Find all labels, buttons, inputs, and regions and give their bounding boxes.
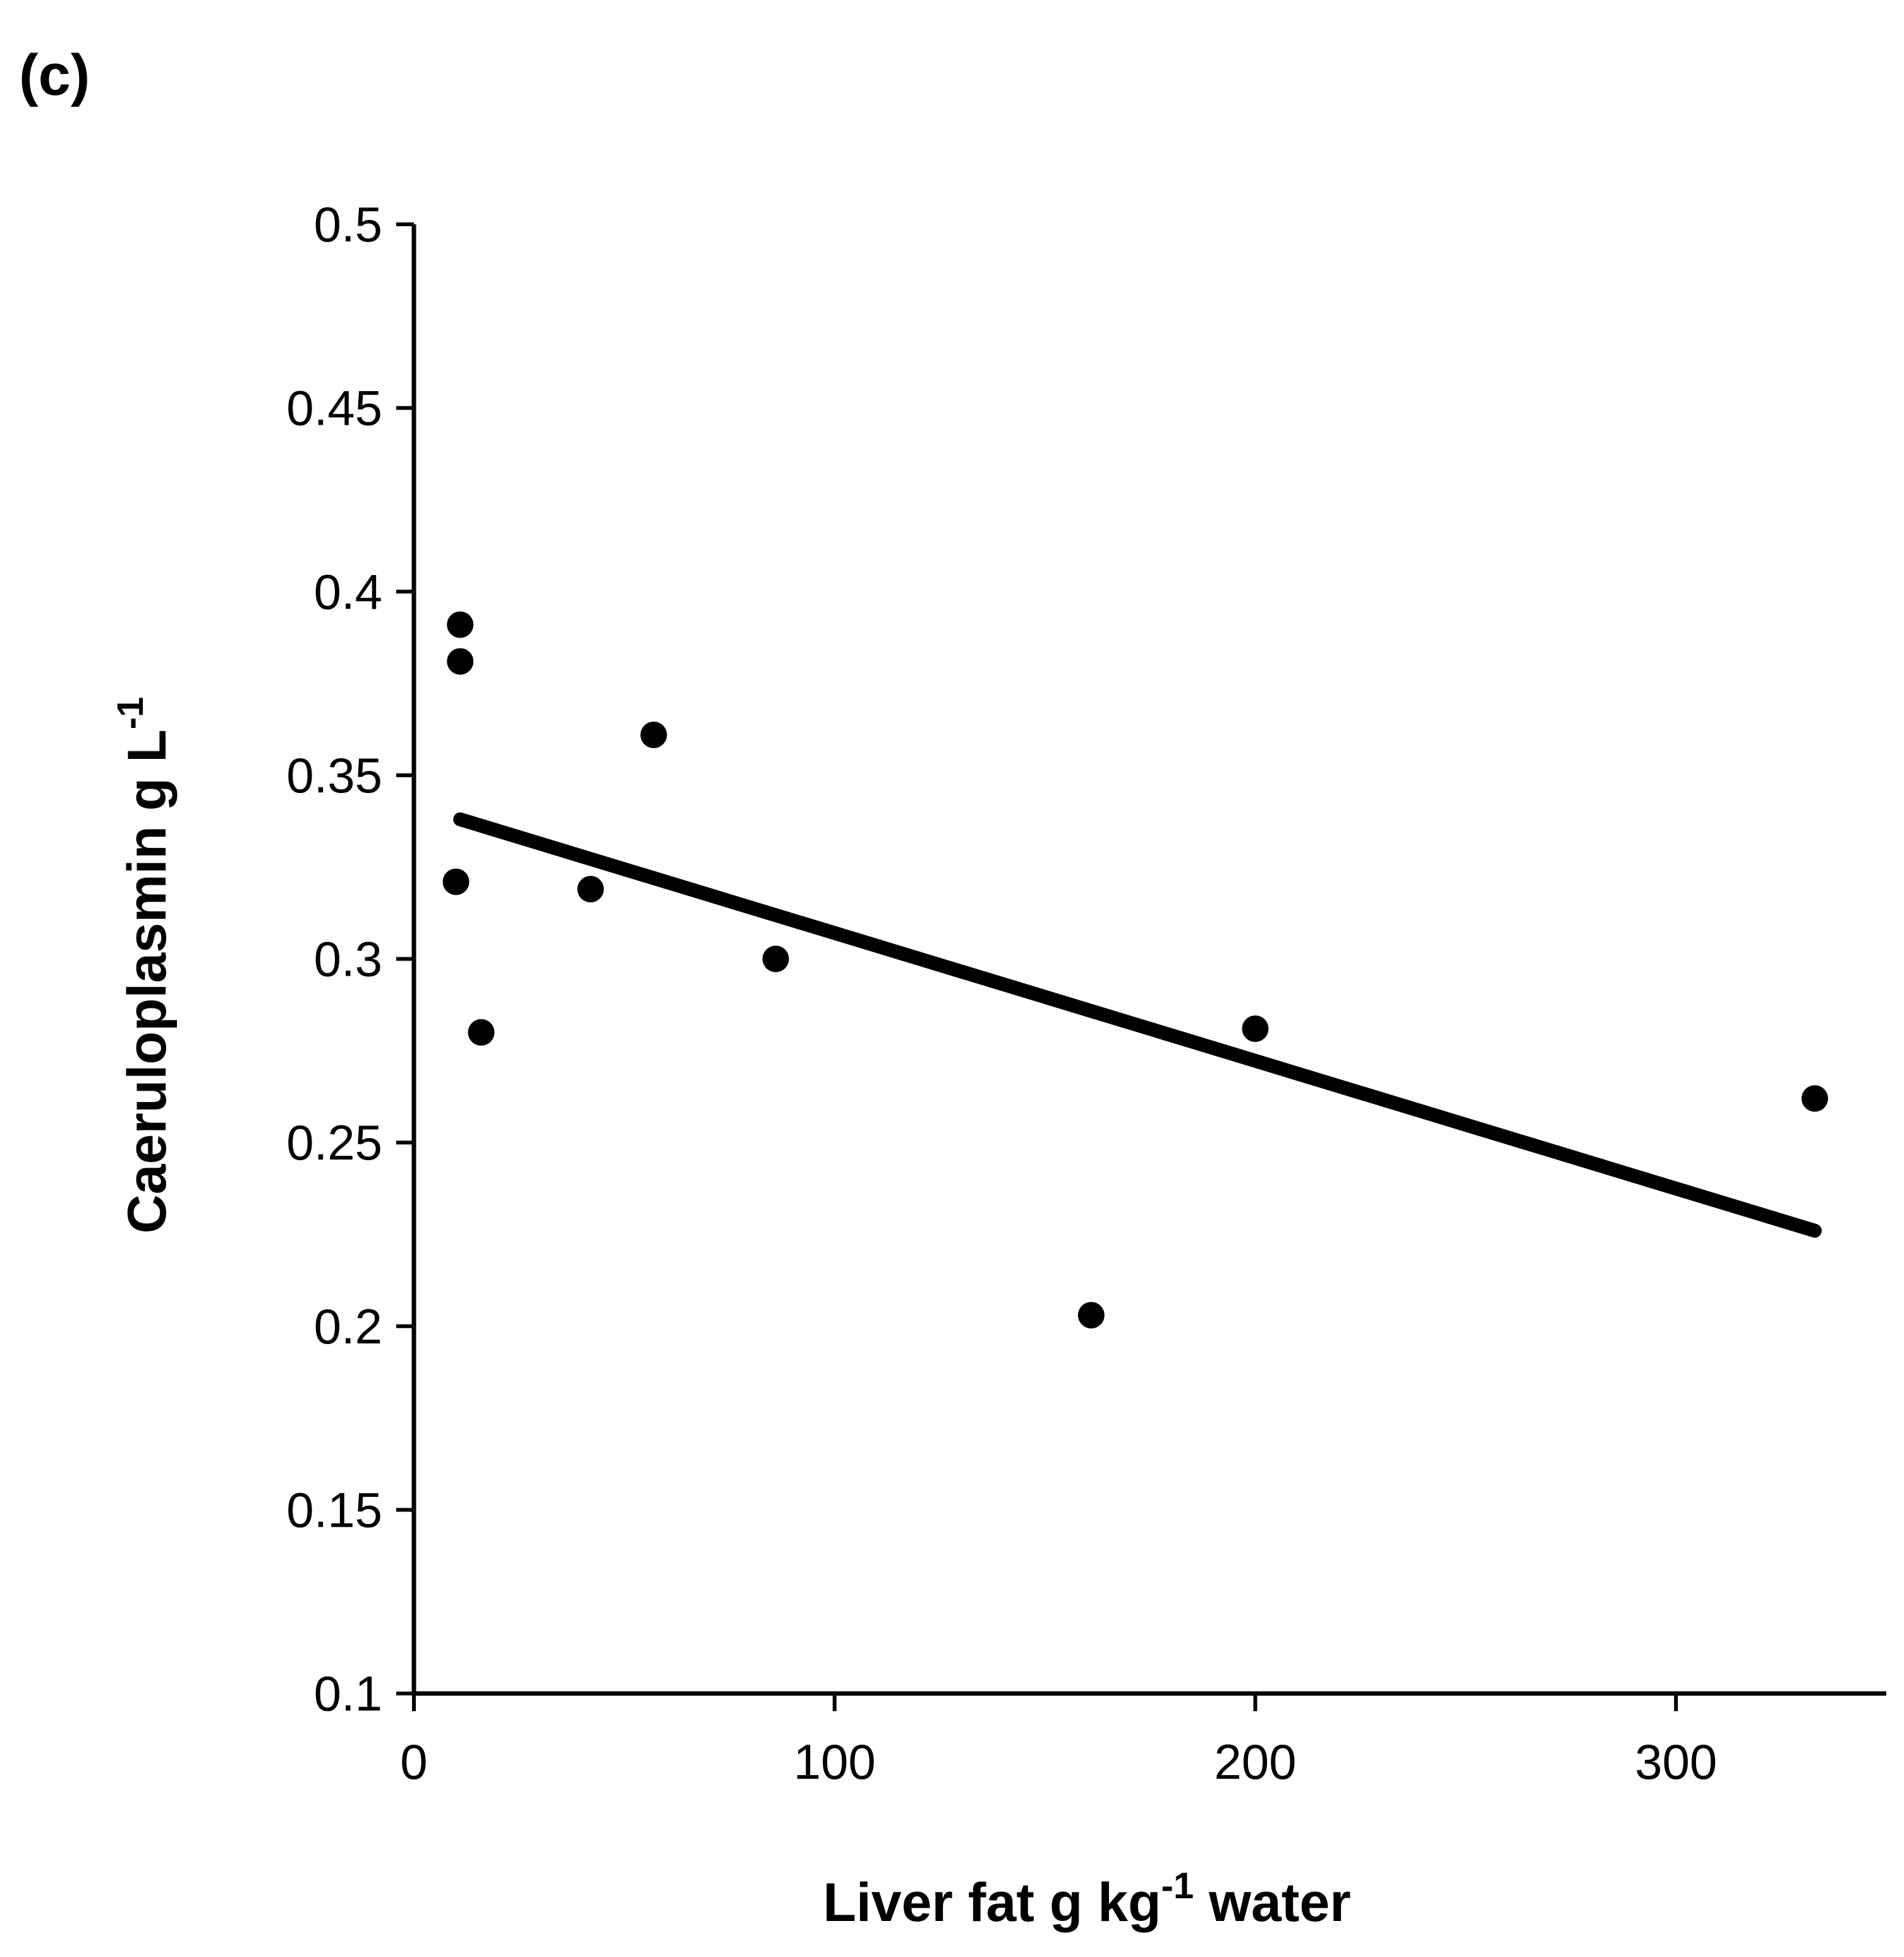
y-tick-label: 0.15 xyxy=(286,1482,382,1537)
y-ticks: 0.1 0.15 0.2 0.25 0.3 0.35 0.4 0.45 0.5 xyxy=(286,197,414,1721)
y-axis-title-superscript: -1 xyxy=(110,697,151,730)
x-tick-label: 100 xyxy=(794,1734,876,1790)
x-axis-title-tail: water xyxy=(1194,1872,1351,1933)
panel-label: (c) xyxy=(19,43,90,107)
y-tick-label: 0.45 xyxy=(286,380,382,436)
data-point xyxy=(1077,1302,1105,1329)
data-point xyxy=(640,721,667,748)
x-axis-title: Liver fat g kg-1 water xyxy=(823,1865,1350,1933)
data-point xyxy=(442,868,470,895)
data-points xyxy=(442,611,1828,1329)
data-point xyxy=(577,876,604,903)
y-tick-label: 0.25 xyxy=(286,1115,382,1170)
y-axis-title-main: Caeruloplasmin g L xyxy=(117,729,178,1233)
x-axis-title-main: Liver fat g kg xyxy=(823,1872,1161,1933)
data-point xyxy=(1801,1085,1828,1112)
data-point xyxy=(1242,1015,1269,1042)
y-tick-label: 0.2 xyxy=(314,1299,382,1354)
trendline xyxy=(453,812,1822,1238)
y-tick-label: 0.5 xyxy=(314,197,382,252)
data-point xyxy=(447,611,474,638)
x-tick-label: 300 xyxy=(1635,1734,1717,1790)
x-ticks: 0 100 200 300 xyxy=(400,1693,1717,1790)
data-point xyxy=(762,945,789,972)
y-tick-label: 0.3 xyxy=(314,931,382,987)
y-tick-label: 0.1 xyxy=(314,1666,382,1721)
x-tick-label: 200 xyxy=(1214,1734,1296,1790)
data-point xyxy=(447,648,474,675)
x-tick-label: 0 xyxy=(400,1734,427,1790)
y-tick-label: 0.35 xyxy=(286,748,382,803)
y-tick-label: 0.4 xyxy=(314,564,382,619)
y-axis-title: Caeruloplasmin g L-1 xyxy=(110,697,178,1234)
data-point xyxy=(468,1019,495,1046)
axes xyxy=(411,224,1886,1696)
x-axis-title-superscript: -1 xyxy=(1161,1865,1194,1906)
trendline-group xyxy=(453,812,1822,1238)
